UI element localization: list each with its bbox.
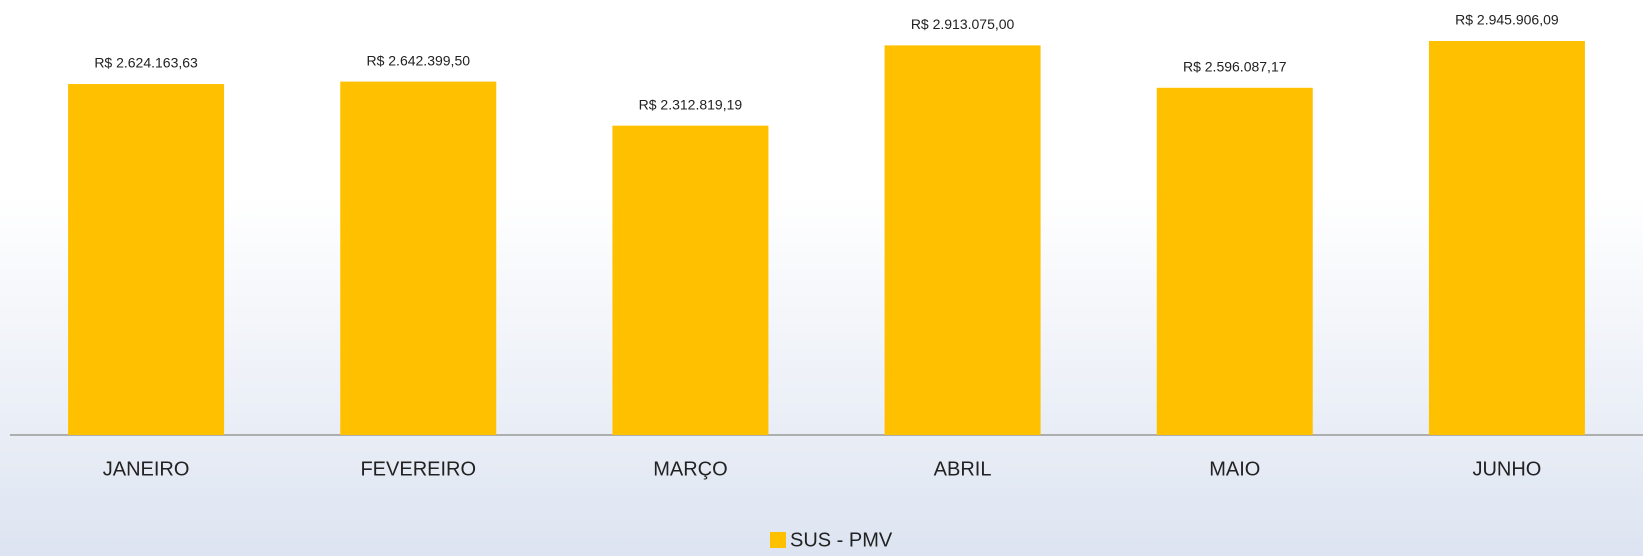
bar <box>612 125 769 435</box>
x-tick-label: MARÇO <box>653 458 727 480</box>
data-label: R$ 2.945.906,09 <box>1455 12 1559 28</box>
bar <box>1156 87 1313 436</box>
legend-label: SUS - PMV <box>790 529 893 551</box>
data-label: R$ 2.312.819,19 <box>639 96 743 112</box>
bar <box>884 45 1041 435</box>
x-tick-label: JUNHO <box>1472 458 1541 480</box>
x-tick-label: FEVEREIRO <box>360 458 476 480</box>
legend-swatch <box>770 532 786 548</box>
data-label: R$ 2.642.399,50 <box>366 52 470 68</box>
bar <box>340 81 497 435</box>
x-tick-label: JANEIRO <box>103 458 190 480</box>
bar <box>1428 41 1585 435</box>
data-label: R$ 2.596.087,17 <box>1183 58 1287 74</box>
bar <box>68 84 225 435</box>
x-tick-label: MAIO <box>1209 458 1260 480</box>
data-label: R$ 2.913.075,00 <box>911 16 1015 32</box>
x-tick-label: ABRIL <box>934 458 992 480</box>
data-label: R$ 2.624.163,63 <box>94 55 198 71</box>
